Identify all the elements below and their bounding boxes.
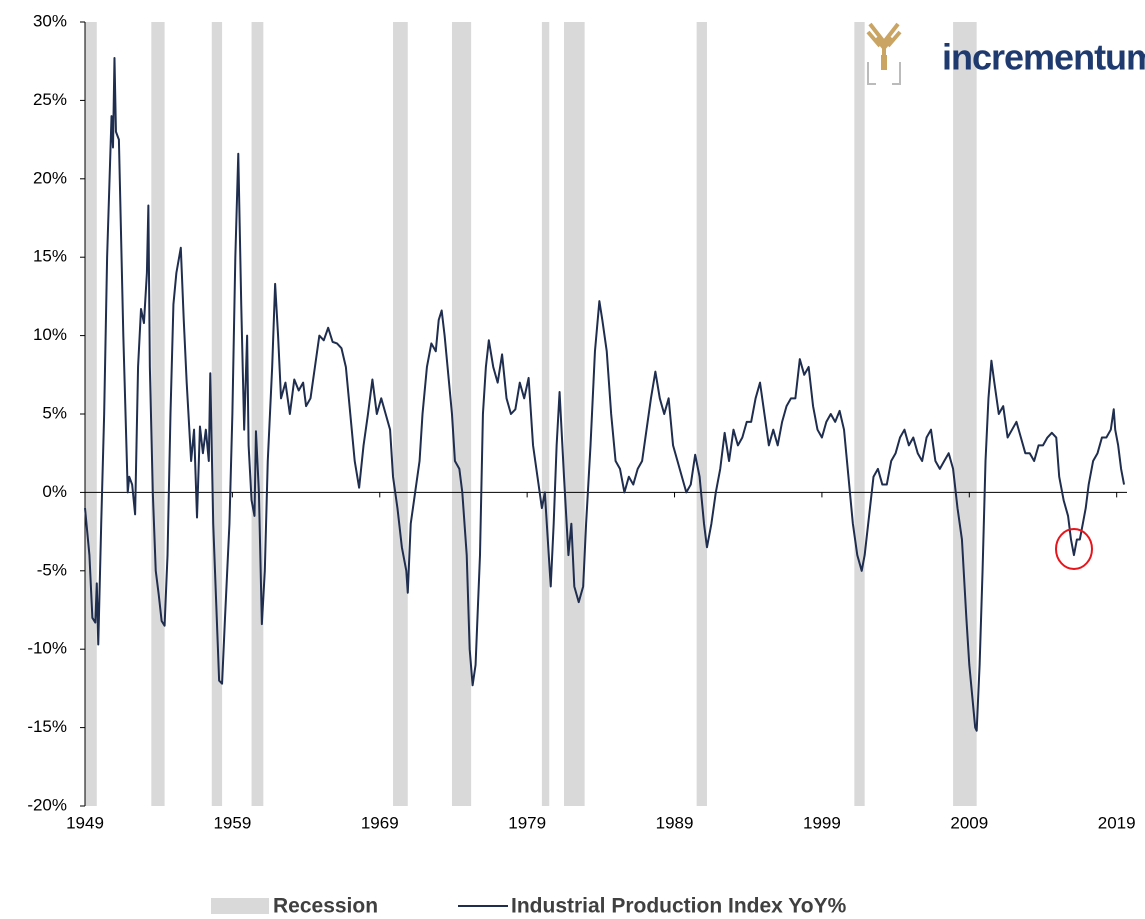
logo-icon [866,22,902,85]
x-tick-label: 2019 [1098,813,1136,832]
y-tick-label: -15% [27,717,67,736]
y-tick-label: 10% [33,325,67,344]
recession-band [696,22,707,806]
recession-band [211,22,223,806]
x-tick-label: 1959 [213,813,251,832]
recession-bands [85,22,977,806]
highlight-circle [1055,528,1093,570]
legend: Recession Industrial Production Index YoY… [211,895,847,918]
lines [84,57,1126,732]
logo-text: incrementum [942,37,1145,78]
y-tick-label: 20% [33,168,67,187]
data-line [84,57,1126,732]
x-tick-label: 1999 [803,813,841,832]
logo: incrementum [866,22,1145,85]
x-tick-label: 1989 [656,813,694,832]
recession-band [953,22,977,806]
x-tick-label: 1949 [66,813,104,832]
x-tick-label: 1979 [508,813,546,832]
recession-band [563,22,585,806]
logo-tree [866,22,902,55]
recession-band [854,22,865,806]
legend-swatch [211,898,269,914]
y-tick-label: -5% [37,560,67,579]
recession-band [451,22,472,806]
logo-base [867,62,901,85]
y-tick-label: 25% [33,90,67,109]
y-tick-label: -10% [27,639,67,658]
recession-band [151,22,165,806]
recession-band [393,22,408,806]
legend-label: Industrial Production Index YoY% [511,895,847,918]
y-tick-label: -20% [27,795,67,814]
x-tick-label: 1969 [361,813,399,832]
x-tick-label: 2009 [950,813,988,832]
y-tick-label: 5% [42,403,67,422]
y-tick-label: 0% [42,482,67,501]
recession-band [251,22,264,806]
recession-band [541,22,550,806]
y-tick-label: 30% [33,11,67,30]
recession-band [85,22,97,806]
y-tick-label: 15% [33,247,67,266]
legend-label: Recession [273,895,378,918]
